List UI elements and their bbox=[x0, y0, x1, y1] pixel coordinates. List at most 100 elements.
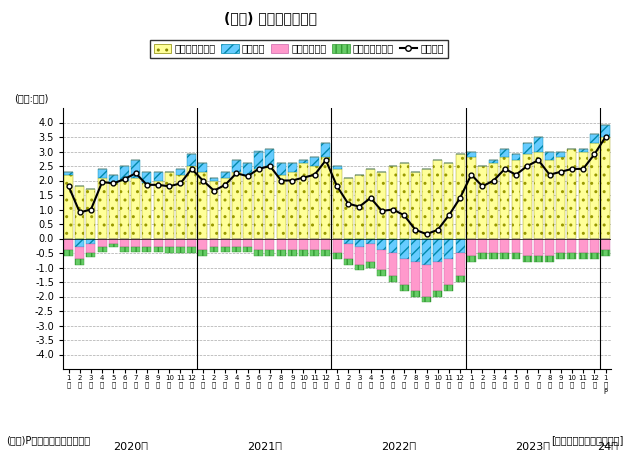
Bar bbox=[411, 291, 420, 297]
Bar bbox=[556, 158, 565, 239]
Text: 24年: 24年 bbox=[597, 441, 618, 450]
Bar bbox=[411, 262, 420, 291]
Text: (備考)Pは速報値をあらわす。: (備考)Pは速報値をあらわす。 bbox=[6, 436, 91, 446]
Bar bbox=[399, 238, 409, 259]
Bar bbox=[523, 238, 532, 256]
Bar bbox=[120, 180, 129, 239]
Bar bbox=[310, 250, 319, 256]
Bar bbox=[98, 178, 106, 238]
Bar bbox=[220, 178, 230, 238]
Bar bbox=[210, 247, 219, 252]
Bar bbox=[86, 238, 95, 244]
Bar bbox=[601, 126, 610, 137]
Bar bbox=[545, 256, 554, 262]
Bar bbox=[478, 166, 487, 239]
Bar bbox=[333, 253, 341, 259]
Bar bbox=[243, 238, 252, 247]
Bar bbox=[109, 238, 118, 244]
Bar bbox=[344, 244, 353, 259]
Bar bbox=[355, 247, 364, 265]
Bar bbox=[243, 163, 252, 175]
Bar bbox=[265, 166, 275, 239]
Bar bbox=[210, 180, 219, 239]
Bar bbox=[444, 238, 454, 259]
Bar bbox=[299, 238, 308, 250]
Bar bbox=[98, 169, 106, 178]
Bar bbox=[255, 152, 263, 169]
Bar bbox=[255, 169, 263, 238]
Bar bbox=[344, 178, 353, 238]
Bar bbox=[455, 154, 464, 239]
Bar bbox=[399, 285, 409, 291]
Bar bbox=[590, 253, 598, 259]
Bar bbox=[568, 148, 576, 238]
Bar bbox=[76, 186, 84, 238]
Bar bbox=[299, 250, 308, 256]
Bar bbox=[590, 238, 598, 253]
Bar bbox=[232, 247, 241, 252]
Bar bbox=[176, 247, 185, 253]
Text: (単位:兆円): (単位:兆円) bbox=[14, 93, 48, 103]
Text: 2020年: 2020年 bbox=[113, 441, 147, 450]
Bar bbox=[411, 238, 420, 262]
Text: 2021年: 2021年 bbox=[247, 441, 282, 450]
Text: 2022年: 2022年 bbox=[381, 441, 416, 450]
Bar bbox=[76, 259, 84, 265]
Bar bbox=[176, 169, 185, 175]
Bar bbox=[131, 178, 140, 238]
Bar bbox=[455, 276, 464, 282]
Bar bbox=[299, 163, 308, 239]
Bar bbox=[579, 238, 588, 253]
Bar bbox=[176, 175, 185, 238]
Bar bbox=[467, 158, 476, 239]
Bar bbox=[500, 158, 509, 239]
Bar bbox=[500, 148, 509, 157]
Bar bbox=[534, 152, 543, 238]
Bar bbox=[131, 238, 140, 247]
Bar bbox=[310, 238, 319, 250]
Bar bbox=[265, 148, 275, 166]
Bar bbox=[545, 238, 554, 256]
Bar bbox=[232, 238, 241, 247]
Bar bbox=[288, 238, 297, 250]
Bar bbox=[277, 238, 285, 250]
Bar bbox=[220, 238, 230, 247]
Bar bbox=[355, 265, 364, 270]
Bar bbox=[422, 297, 431, 302]
Bar bbox=[198, 250, 207, 256]
Legend: 第一次所得収支, 貸易収支, サービス収支, 第二次所得収支, 経常収支: 第一次所得収支, 貸易収支, サービス収支, 第二次所得収支, 経常収支 bbox=[150, 40, 447, 58]
Bar bbox=[389, 253, 398, 276]
Bar bbox=[76, 238, 84, 247]
Bar bbox=[165, 238, 174, 247]
Bar bbox=[310, 166, 319, 239]
Bar bbox=[277, 163, 285, 175]
Bar bbox=[512, 154, 520, 160]
Bar bbox=[187, 154, 196, 166]
Bar bbox=[344, 259, 353, 265]
Bar bbox=[545, 152, 554, 160]
Bar bbox=[109, 244, 118, 247]
Bar bbox=[433, 238, 442, 262]
Text: (参考) 経常収支の推移: (参考) 経常収支の推移 bbox=[224, 11, 318, 25]
Bar bbox=[399, 163, 409, 239]
Bar bbox=[545, 160, 554, 238]
Bar bbox=[355, 175, 364, 238]
Bar bbox=[377, 238, 386, 250]
Bar bbox=[142, 184, 151, 239]
Bar bbox=[64, 175, 73, 238]
Bar bbox=[422, 169, 431, 238]
Bar bbox=[489, 160, 498, 163]
Bar bbox=[478, 253, 487, 259]
Bar bbox=[187, 238, 196, 247]
Bar bbox=[534, 256, 543, 262]
Bar bbox=[109, 175, 118, 184]
Bar bbox=[500, 253, 509, 259]
Bar bbox=[377, 270, 386, 276]
Bar bbox=[444, 285, 454, 291]
Bar bbox=[321, 143, 330, 158]
Bar bbox=[154, 238, 163, 247]
Bar bbox=[321, 158, 330, 239]
Bar bbox=[568, 253, 576, 259]
Bar bbox=[590, 134, 598, 143]
Bar bbox=[366, 244, 375, 262]
